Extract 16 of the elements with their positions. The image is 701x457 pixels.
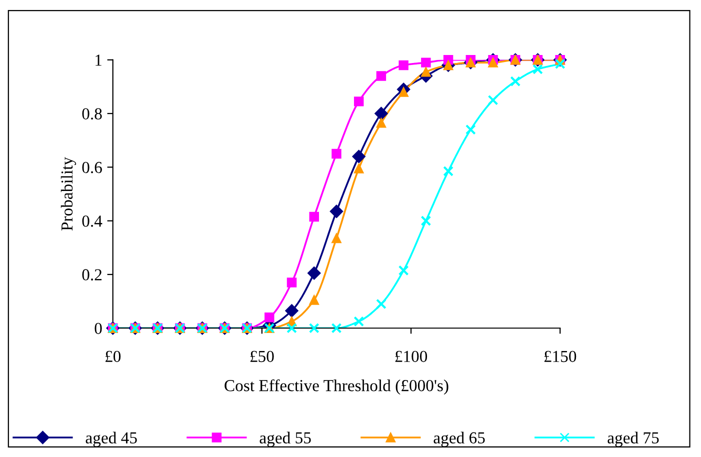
y-tick-label: 0.6 — [82, 162, 102, 174]
x-axis-title: Cost Effective Threshold (£000's) — [224, 379, 448, 395]
x-tick-label: £100 — [395, 350, 428, 362]
legend-label: aged 65 — [434, 432, 485, 447]
y-tick-label: 1 — [96, 54, 102, 66]
y-tick-label: 0.4 — [82, 216, 102, 227]
y-tick-label: 0.8 — [82, 108, 102, 120]
y-axis-title: Probability — [60, 157, 76, 231]
x-tick-label: £0 — [106, 350, 121, 362]
legend-label: aged 55 — [260, 432, 311, 447]
legend-label: aged 75 — [608, 432, 659, 447]
x-tick-label: £50 — [250, 350, 274, 362]
y-tick-label: 0.2 — [82, 269, 102, 280]
x-tick-label: £150 — [544, 350, 576, 362]
legend-label: aged 45 — [86, 432, 137, 447]
y-tick-label: 0 — [94, 322, 102, 334]
